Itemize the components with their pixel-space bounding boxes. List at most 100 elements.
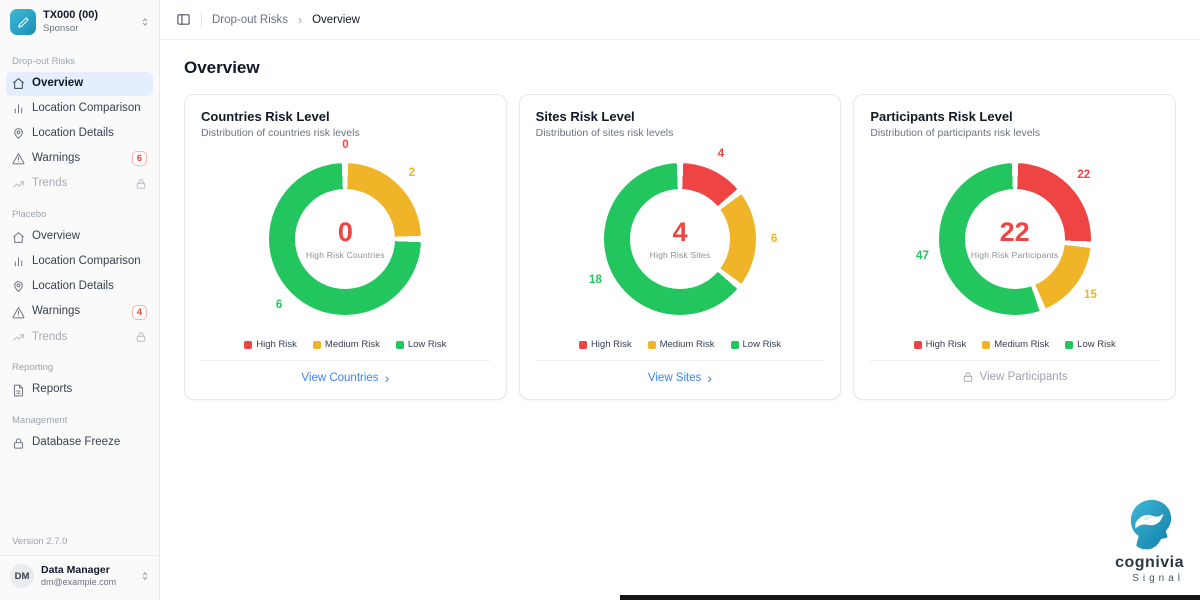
alert-triangle-icon <box>12 306 25 318</box>
card-title: Sites Risk Level <box>535 109 635 124</box>
sidebar-item-label: Warnings <box>32 305 81 318</box>
legend-label: High Risk <box>925 339 967 350</box>
sidebar-item-location-details[interactable]: Location Details <box>6 122 153 146</box>
chevrons-up-down-icon <box>142 18 148 26</box>
cognivia-head-icon <box>1130 500 1171 550</box>
center-label: High Risk Sites <box>649 249 711 260</box>
chevron-right-icon: › <box>707 370 713 386</box>
sidebar-item-label: Database Freeze <box>32 436 121 449</box>
segment-value-label: 4 <box>717 148 725 161</box>
segment-value-label: 6 <box>770 233 778 245</box>
legend-swatch <box>312 340 321 349</box>
sidebar-item-location-details[interactable]: Location Details <box>6 275 153 299</box>
chevron-right-icon: › <box>384 370 390 386</box>
segment-value-label: 0 <box>342 139 349 151</box>
card-subtitle: Distribution of countries risk levels <box>201 127 360 139</box>
lock-icon <box>13 437 24 449</box>
legend-item-high-risk: High Risk <box>244 339 297 350</box>
warnings-count-badge: 6 <box>131 151 147 167</box>
breadcrumb-parent[interactable]: Drop-out Risks <box>212 13 289 26</box>
version-label: Version 2.7.0 <box>12 536 68 547</box>
segment-value-label: 15 <box>1084 288 1097 301</box>
user-menu[interactable]: DM Data Manager dm@example.com <box>0 555 159 600</box>
sidebar-item-label: Overview <box>32 77 84 89</box>
sites-risk-level-card: Sites Risk Level Distribution of sites r… <box>518 94 842 400</box>
workspace-subtitle: Sponsor <box>43 23 79 35</box>
lock-icon <box>136 332 146 343</box>
segment-value-label: 22 <box>1077 169 1091 182</box>
sidebar-section-reporting: Reporting Reports <box>6 350 153 402</box>
sidebar-item-label: Reports <box>32 383 73 396</box>
user-name: Data Manager <box>41 564 110 577</box>
topbar-divider <box>201 11 202 28</box>
section-label: Placebo <box>12 209 47 221</box>
main-content: Overview Countries Risk Level Distributi… <box>160 40 1200 600</box>
workspace-selector[interactable]: TX000 (00) Sponsor <box>0 0 159 44</box>
donut-chart: 0 High Risk Countries 0 2 6 <box>201 139 490 337</box>
legend-swatch <box>647 340 656 349</box>
sidebar-item-label: Location Details <box>32 126 114 139</box>
legend-item-high-risk: High Risk <box>578 339 632 350</box>
donut-chart: 22 High Risk Participants 22 15 47 <box>870 141 1159 337</box>
legend-item-low-risk: Low Risk <box>730 339 782 350</box>
participants-risk-level-card: Participants Risk Level Distribution of … <box>853 94 1176 400</box>
chevrons-up-down-icon <box>142 572 148 580</box>
brand-subname: Signal <box>1132 573 1184 584</box>
card-title: Participants Risk Level <box>870 109 1013 124</box>
view-countries-link[interactable]: View Countries › <box>201 360 490 389</box>
sidebar-section-placebo: Placebo Overview Location Comparison Locati… <box>6 197 153 349</box>
workspace-meta: TX000 (00) Sponsor <box>43 9 132 34</box>
sidebar-item-overview[interactable]: Overview <box>6 72 153 96</box>
legend-item-medium-risk: Medium Risk <box>982 339 1049 350</box>
sidebar-section-management: Management Database Freeze <box>6 403 153 455</box>
section-label: Drop-out Risks <box>12 56 75 67</box>
sidebar-item-warnings[interactable]: Warnings 4 <box>6 300 153 325</box>
sidebar-item-overview[interactable]: Overview <box>6 225 153 249</box>
map-pin-icon <box>14 281 23 293</box>
lock-icon <box>136 179 146 189</box>
topbar: Drop-out Risks › Overview <box>160 0 1200 40</box>
section-label: Reporting <box>12 362 54 374</box>
sidebar-item-label: Location Details <box>32 279 114 292</box>
view-participants-link: View Participants <box>870 360 1159 387</box>
file-text-icon <box>13 384 24 397</box>
sidebar-item-location-comparison[interactable]: Location Comparison <box>6 250 153 274</box>
bar-chart-icon <box>14 104 23 114</box>
sidebar-item-label: Location Comparison <box>32 254 141 267</box>
sidebar-toggle-button[interactable] <box>176 12 191 27</box>
card-subtitle: Distribution of participants risk levels <box>870 127 1041 139</box>
app-logo <box>10 9 36 35</box>
center-value: 22 <box>999 216 1030 247</box>
legend-item-medium-risk: Medium Risk <box>647 339 715 350</box>
legend-label: Low Risk <box>742 339 782 350</box>
brand-name: cognivia <box>1115 554 1184 572</box>
breadcrumb-separator-icon: › <box>298 12 303 27</box>
sidebar-item-location-comparison[interactable]: Location Comparison <box>6 97 153 121</box>
center-value: 0 <box>337 216 353 247</box>
card-title: Countries Risk Level <box>201 109 330 124</box>
page-title: Overview <box>184 58 260 77</box>
countries-risk-level-card: Countries Risk Level Distribution of cou… <box>184 94 507 400</box>
view-sites-link[interactable]: View Sites › <box>535 360 825 389</box>
legend-item-low-risk: Low Risk <box>395 339 447 350</box>
segment-value-label: 47 <box>916 250 929 263</box>
footer-label: View Participants <box>979 371 1068 383</box>
panel-left-icon <box>177 14 190 25</box>
home-icon <box>13 231 24 243</box>
user-email: dm@example.com <box>41 577 117 588</box>
legend-swatch <box>395 340 404 349</box>
sidebar-item-label: Location Comparison <box>32 101 141 114</box>
bottom-edge-bar <box>620 595 1200 600</box>
pencil-icon <box>17 16 29 28</box>
sidebar-item-database-freeze[interactable]: Database Freeze <box>6 431 153 455</box>
legend-swatch <box>730 340 739 349</box>
sidebar-item-reports[interactable]: Reports <box>6 378 153 402</box>
donut-center: 0 High Risk Countries <box>295 189 396 289</box>
footer-label: View Countries <box>301 372 379 384</box>
bar-chart-icon <box>14 257 23 267</box>
legend-swatch <box>982 340 991 349</box>
sidebar-item-label: Warnings <box>32 151 81 164</box>
card-subtitle: Distribution of sites risk levels <box>535 127 674 139</box>
sidebar-item-warnings[interactable]: Warnings 6 <box>6 146 153 171</box>
legend-label: Low Risk <box>407 339 447 350</box>
